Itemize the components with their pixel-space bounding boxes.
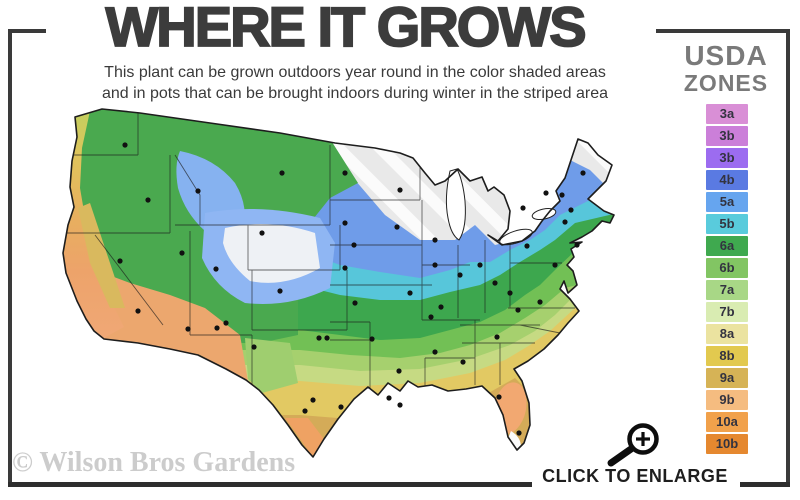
frame-right-line bbox=[786, 29, 790, 487]
zone-swatch-7b: 7b bbox=[706, 302, 748, 322]
zone-swatch-3b: 3b bbox=[706, 126, 748, 146]
magnifier-plus-icon[interactable] bbox=[598, 412, 662, 468]
zone-swatch-5b: 5b bbox=[706, 214, 748, 234]
zone-swatch-3b-2: 3b bbox=[706, 148, 748, 168]
zone-swatch-4b: 4b bbox=[706, 170, 748, 190]
us-hardiness-zone-map[interactable] bbox=[30, 103, 660, 475]
subtitle-line-1: This plant can be grown outdoors year ro… bbox=[104, 64, 606, 81]
frame-left-line bbox=[8, 29, 12, 487]
subtitle: This plant can be grown outdoors year ro… bbox=[30, 62, 680, 104]
zone-swatch-9a: 9a bbox=[706, 368, 748, 388]
zone-swatch-10b: 10b bbox=[706, 434, 748, 454]
city-dots bbox=[117, 142, 586, 436]
zone-swatch-8b: 8b bbox=[706, 346, 748, 366]
us-outline bbox=[62, 108, 615, 458]
zone-swatch-6b: 6b bbox=[706, 258, 748, 278]
frame-top-right-line bbox=[656, 29, 790, 33]
usda-zones-legend: 3a 3b 3b 4b 5a 5b 6a 6b 7a 7b 8a 8b 9a 9… bbox=[706, 104, 748, 456]
map-zone-shading bbox=[63, 109, 614, 457]
watermark: © Wilson Bros Gardens bbox=[12, 447, 296, 478]
frame-bottom-left-line bbox=[8, 482, 532, 487]
zone-swatch-7a: 7a bbox=[706, 280, 748, 300]
legend-title-zones: ZONES bbox=[683, 70, 769, 96]
zone-swatch-8a: 8a bbox=[706, 324, 748, 344]
legend-title: USDA ZONES bbox=[660, 40, 792, 97]
zone-swatch-10a: 10a bbox=[706, 412, 748, 432]
state-borders bbox=[63, 111, 575, 403]
legend-title-usda: USDA bbox=[684, 40, 768, 71]
click-to-enlarge-label[interactable]: CLICK TO ENLARGE bbox=[542, 466, 728, 486]
zone-swatch-5a: 5a bbox=[706, 192, 748, 212]
zone-swatch-3a: 3a bbox=[706, 104, 748, 124]
zone-swatch-9b: 9b bbox=[706, 390, 748, 410]
us-map-svg bbox=[62, 108, 615, 458]
zone-swatch-6a: 6a bbox=[706, 236, 748, 256]
page-title: WHERE IT GROWS bbox=[105, 0, 588, 59]
great-lakes bbox=[445, 168, 557, 246]
frame-top-left-tick bbox=[8, 29, 46, 33]
frame-bottom-right-line bbox=[740, 482, 790, 487]
subtitle-line-2: and in pots that can be brought indoors … bbox=[101, 85, 609, 102]
